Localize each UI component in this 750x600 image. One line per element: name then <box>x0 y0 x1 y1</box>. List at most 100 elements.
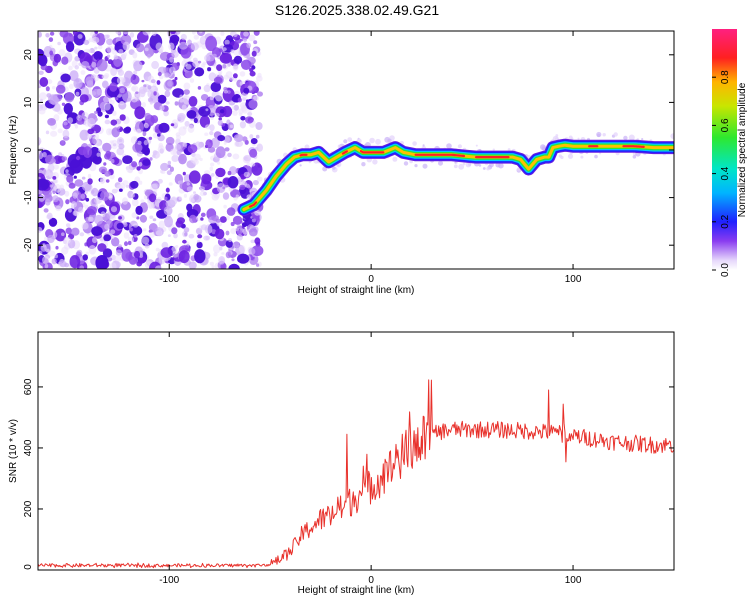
noise-blob <box>250 239 255 244</box>
noise-blob <box>100 211 106 218</box>
noise-blob <box>120 76 126 83</box>
noise-blob <box>192 59 200 68</box>
noise-blob <box>143 123 149 129</box>
noise-blob <box>183 125 187 130</box>
noise-region <box>38 31 264 269</box>
noise-blob <box>200 212 206 217</box>
noise-blob <box>46 93 52 98</box>
noise-blob <box>133 60 143 72</box>
noise-blob <box>131 193 135 198</box>
noise-blob <box>241 222 248 228</box>
noise-blob <box>196 241 203 249</box>
noise-blob <box>61 232 65 236</box>
noise-blob <box>58 49 66 57</box>
noise-blob <box>94 46 98 50</box>
y-tick-label: 10 <box>23 96 34 108</box>
noise-blob <box>46 248 50 253</box>
halo-speck <box>458 163 465 170</box>
noise-blob <box>243 31 249 37</box>
noise-blob <box>155 247 160 252</box>
noise-blob <box>186 110 197 119</box>
noise-blob <box>164 90 171 98</box>
noise-blob <box>159 148 164 154</box>
noise-blob <box>242 228 248 235</box>
noise-blob <box>129 227 133 232</box>
noise-blob <box>228 238 233 242</box>
noise-blob <box>122 180 129 186</box>
noise-blob <box>193 34 199 40</box>
noise-blob <box>175 31 181 35</box>
noise-blob <box>91 226 103 237</box>
noise-blob <box>116 137 125 146</box>
halo-speck <box>613 132 618 137</box>
noise-blob <box>178 153 187 165</box>
noise-blob <box>104 119 111 125</box>
noise-blob <box>183 95 188 99</box>
noise-blob <box>76 155 81 161</box>
noise-blob <box>75 91 80 96</box>
noise-blob <box>243 154 252 162</box>
noise-blob <box>90 31 96 37</box>
noise-blob <box>253 31 260 36</box>
spectrogram-x-label: Height of straight line (km) <box>298 285 415 296</box>
noise-blob <box>98 147 103 153</box>
noise-blob <box>141 102 146 108</box>
noise-blob <box>226 215 230 221</box>
noise-blob <box>233 63 239 70</box>
spectrogram-plot-area <box>38 31 674 269</box>
noise-blob <box>178 196 182 201</box>
noise-blob <box>160 170 166 175</box>
noise-blob <box>165 187 170 193</box>
noise-blob <box>216 161 221 165</box>
noise-blob <box>176 134 181 141</box>
noise-blob <box>110 215 116 221</box>
noise-blob <box>71 227 80 236</box>
noise-blob <box>107 257 113 262</box>
noise-blob <box>209 96 214 101</box>
noise-blob <box>248 99 258 110</box>
halo-speck <box>412 141 417 146</box>
noise-blob <box>119 114 126 121</box>
noise-blob <box>131 212 138 219</box>
halo-speck <box>454 161 457 164</box>
noise-blob <box>83 39 90 46</box>
noise-blob <box>186 182 190 186</box>
noise-blob <box>150 115 159 124</box>
noise-blob <box>247 111 253 116</box>
y-tick-label: 600 <box>23 378 34 395</box>
noise-blob <box>133 234 138 238</box>
noise-blob <box>242 37 248 42</box>
y-tick-label: 0 <box>23 147 34 153</box>
snr-x-label: Height of straight line (km) <box>298 585 415 596</box>
noise-blob <box>156 80 161 85</box>
halo-speck <box>332 166 336 170</box>
noise-blob <box>205 35 218 52</box>
noise-blob <box>97 111 103 117</box>
noise-blob <box>90 190 95 194</box>
noise-blob <box>257 72 262 78</box>
halo-speck <box>540 144 546 150</box>
noise-blob <box>250 162 256 167</box>
noise-blob <box>233 104 239 111</box>
noise-blob <box>245 116 254 124</box>
noise-blob <box>96 152 101 157</box>
noise-blob <box>47 118 56 126</box>
noise-blob <box>230 49 235 54</box>
noise-blob <box>101 75 106 79</box>
noise-blob <box>148 231 155 238</box>
noise-blob <box>237 97 242 103</box>
noise-blob <box>104 34 109 40</box>
noise-blob <box>217 119 223 126</box>
noise-blob <box>154 199 159 204</box>
noise-blob <box>109 140 115 144</box>
noise-blob <box>139 180 143 185</box>
noise-blob <box>243 87 250 94</box>
halo-speck <box>641 138 644 141</box>
halo-speck <box>246 194 252 200</box>
noise-blob <box>110 206 118 213</box>
noise-blob <box>135 91 139 95</box>
noise-blob <box>148 202 155 209</box>
noise-blob <box>53 53 62 63</box>
noise-blob <box>165 101 170 105</box>
halo-speck <box>299 164 302 167</box>
